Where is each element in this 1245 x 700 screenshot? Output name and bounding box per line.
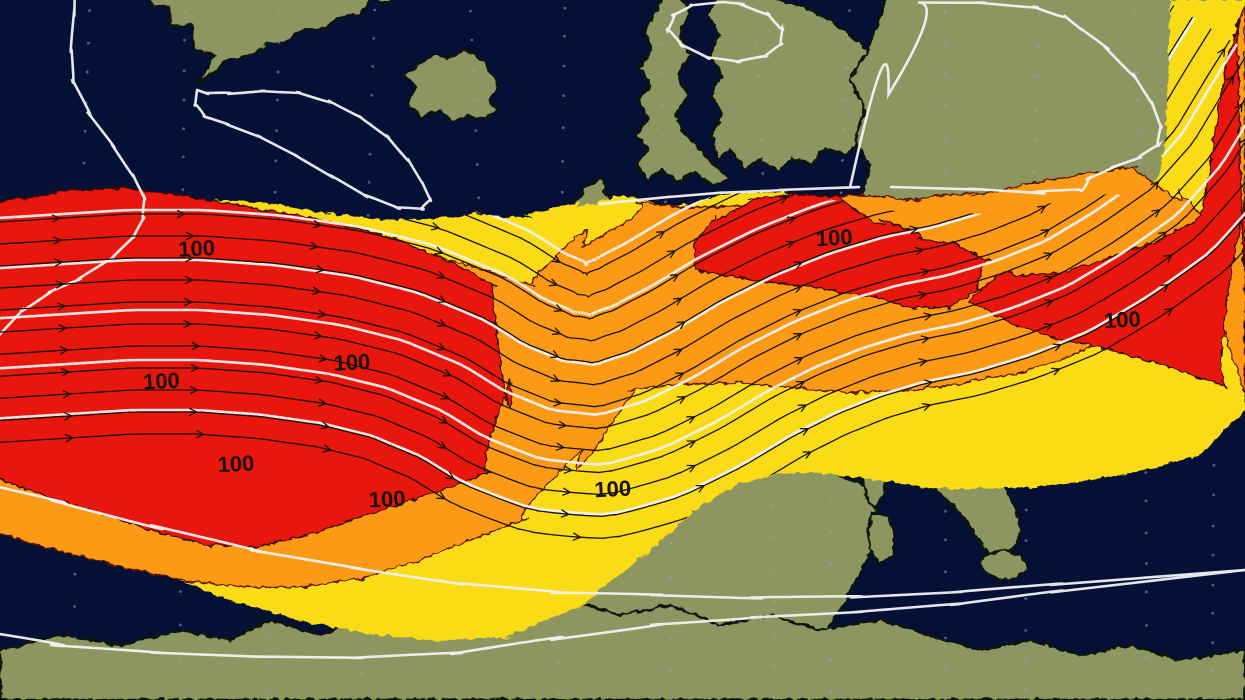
svg-text:100: 100 bbox=[142, 368, 180, 395]
svg-text:100: 100 bbox=[333, 349, 371, 376]
svg-text:100: 100 bbox=[1103, 306, 1141, 333]
svg-text:100: 100 bbox=[815, 224, 853, 251]
svg-text:100: 100 bbox=[368, 486, 406, 513]
svg-text:100: 100 bbox=[594, 476, 632, 503]
svg-text:100: 100 bbox=[178, 235, 216, 262]
svg-text:100: 100 bbox=[217, 450, 255, 477]
